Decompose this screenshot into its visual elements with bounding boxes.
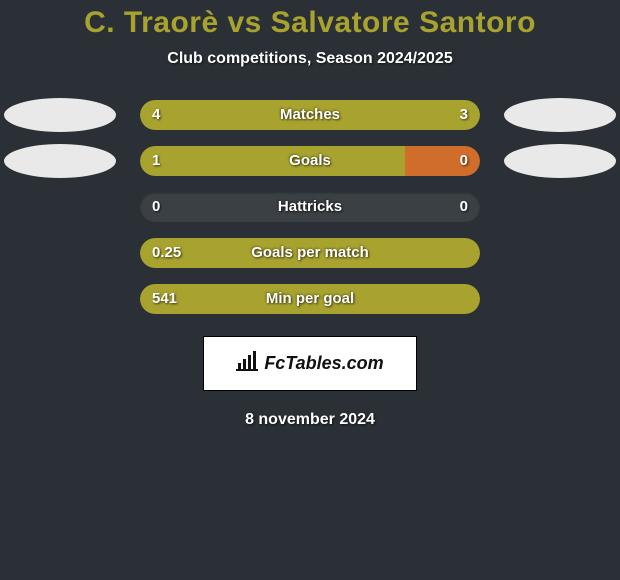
bar-left-fill	[140, 100, 334, 130]
subtitle: Club competitions, Season 2024/2025	[0, 50, 620, 68]
player-left-marker	[4, 98, 116, 132]
comparison-infographic: C. Traorè vs Salvatore Santoro Club comp…	[0, 0, 620, 429]
player-right-marker	[504, 144, 616, 178]
bar-track	[140, 146, 480, 176]
bar-track	[140, 238, 480, 268]
bar-left-fill	[140, 238, 480, 268]
bar-left-fill	[140, 284, 480, 314]
site-logo: FcTables.com	[203, 336, 416, 391]
stat-row: Matches43	[0, 100, 620, 146]
date-line: 8 november 2024	[0, 411, 620, 429]
stats-area: Matches43Goals10Hattricks00Goals per mat…	[0, 100, 620, 330]
bar-right-fill	[405, 146, 480, 176]
bar-left-fill	[140, 146, 405, 176]
bar-right-fill	[334, 100, 480, 130]
chart-icon	[236, 351, 258, 376]
bar-track	[140, 100, 480, 130]
bar-track	[140, 192, 480, 222]
player-right-marker	[504, 98, 616, 132]
bar-track	[140, 284, 480, 314]
player-left-marker	[4, 144, 116, 178]
stat-row: Min per goal541	[0, 284, 620, 330]
stat-row: Goals per match0.25	[0, 238, 620, 284]
page-title: C. Traorè vs Salvatore Santoro	[0, 6, 620, 40]
stat-row: Goals10	[0, 146, 620, 192]
stat-row: Hattricks00	[0, 192, 620, 238]
logo-text: FcTables.com	[264, 353, 383, 374]
